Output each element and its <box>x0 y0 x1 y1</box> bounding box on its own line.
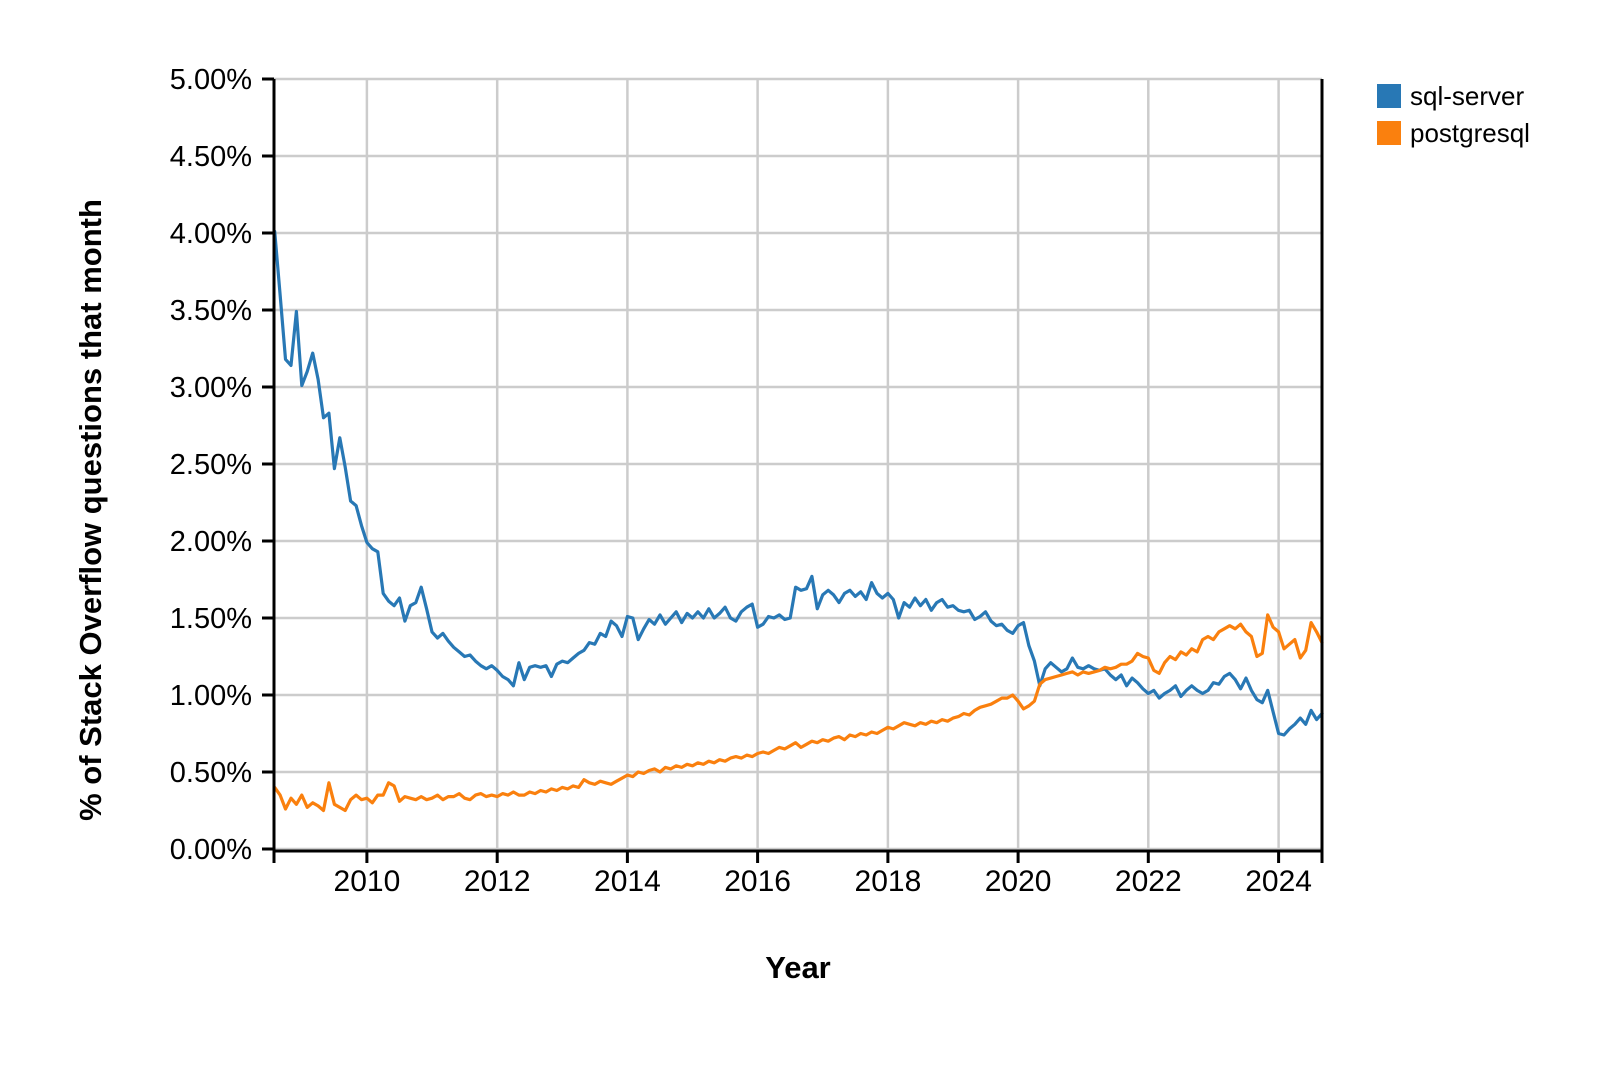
x-tick-label: 2022 <box>1115 865 1182 898</box>
x-tick-label: 2018 <box>855 865 922 898</box>
y-tick-label: 5.00% <box>170 64 252 96</box>
y-tick-label: 0.00% <box>170 834 252 866</box>
y-tick-label: 4.00% <box>170 218 252 250</box>
x-tick-label: 2016 <box>724 865 791 898</box>
x-tick-label: 2010 <box>334 865 401 898</box>
legend-swatch-sql-server <box>1377 84 1401 108</box>
legend-item-postgresql: postgresql <box>1377 118 1530 148</box>
y-tick-label: 0.50% <box>170 757 252 789</box>
legend-label-postgresql: postgresql <box>1410 118 1530 148</box>
x-tick-label: 2012 <box>464 865 531 898</box>
y-tick-label: 3.50% <box>170 295 252 327</box>
x-tick-label: 2024 <box>1245 865 1312 898</box>
legend-item-sql-server: sql-server <box>1377 81 1530 111</box>
y-tick-label: 1.50% <box>170 603 252 635</box>
legend-swatch-postgresql <box>1377 121 1401 145</box>
legend-label-sql-server: sql-server <box>1410 81 1525 111</box>
x-axis-title: Year <box>765 950 831 985</box>
y-tick-label: 3.00% <box>170 372 252 404</box>
legend: sql-server postgresql <box>1377 81 1530 148</box>
y-tick-label: 1.00% <box>170 680 252 712</box>
y-tick-label: 4.50% <box>170 141 252 173</box>
series-line-postgresql <box>273 613 1324 813</box>
y-tick-label: 2.00% <box>170 526 252 558</box>
series-line-sql-server <box>273 229 1324 737</box>
y-tick-label: 2.50% <box>170 449 252 481</box>
y-axis-title: % of Stack Overflow questions that month <box>73 199 108 821</box>
x-tick-label: 2020 <box>985 865 1052 898</box>
x-tick-label: 2014 <box>594 865 661 898</box>
